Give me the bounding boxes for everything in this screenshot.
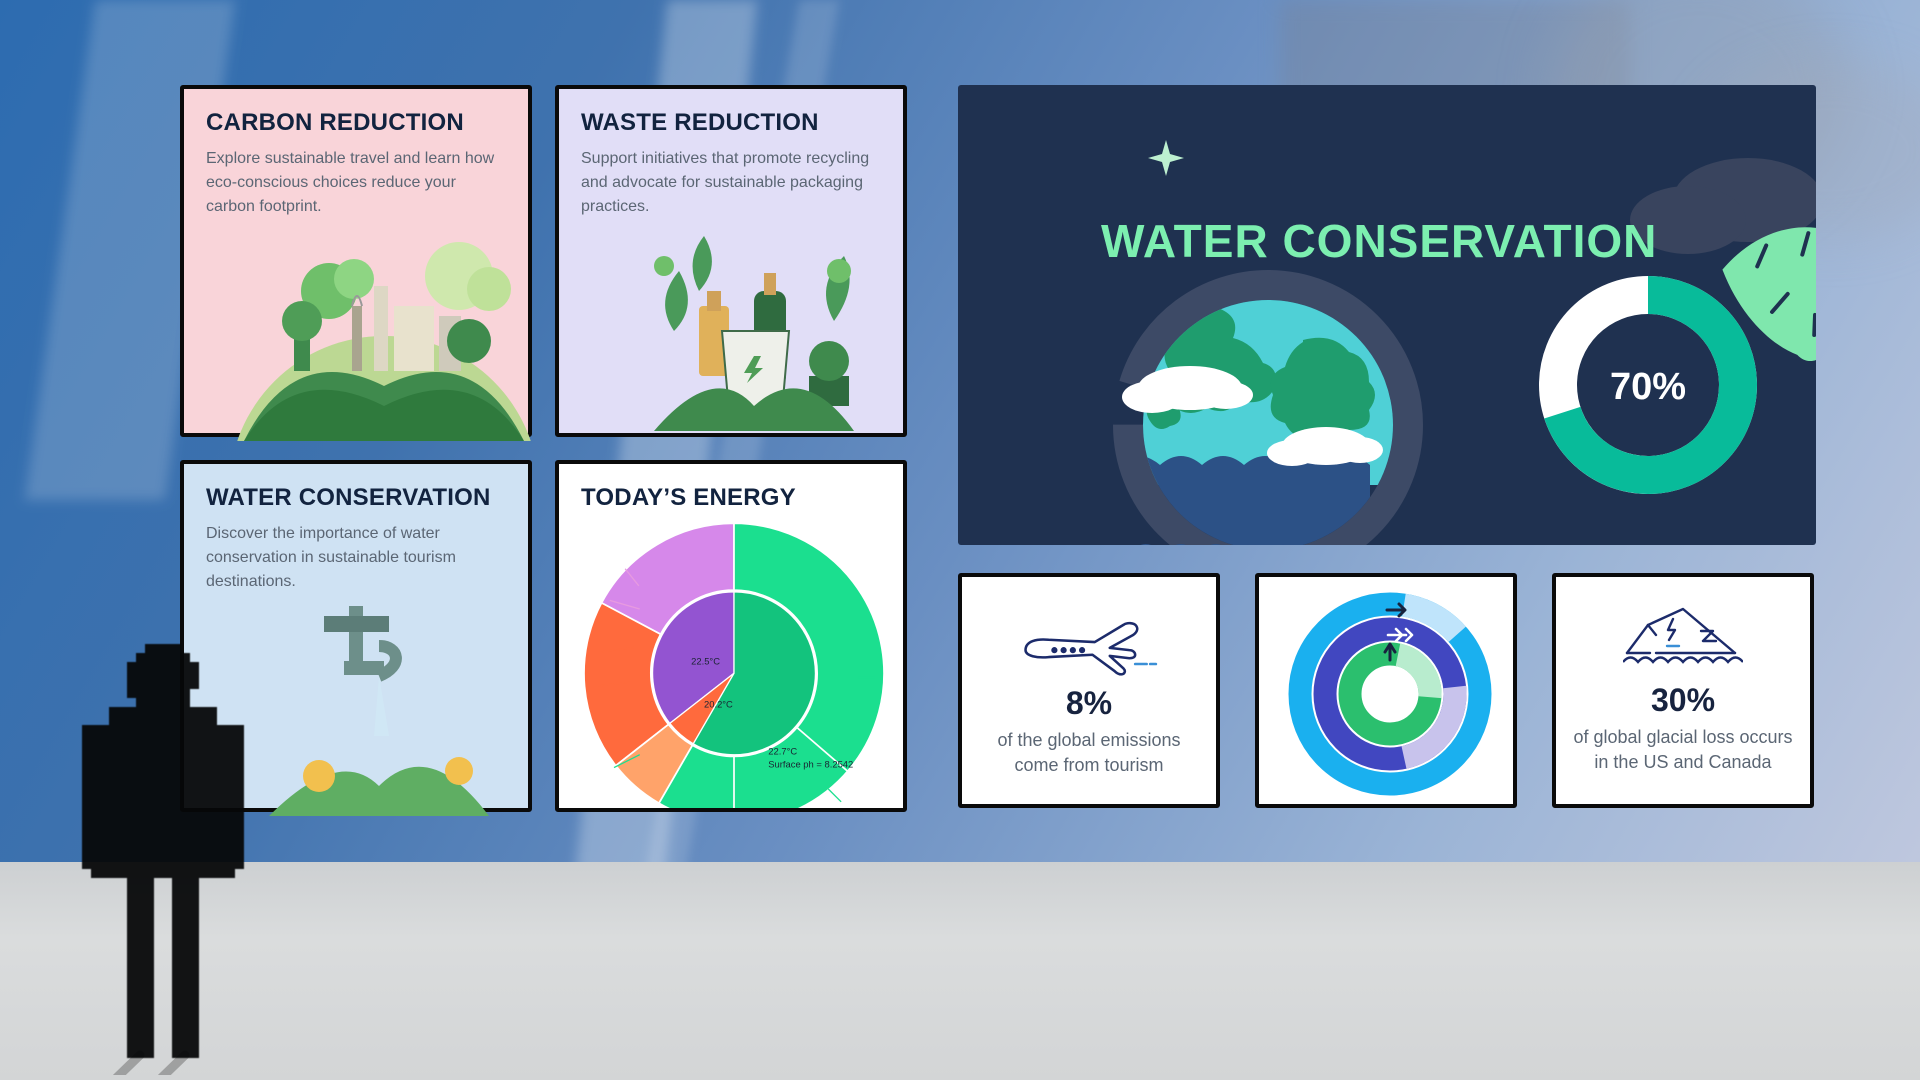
svg-text:70%: 70% bbox=[1610, 366, 1686, 408]
svg-text:20.2°C: 20.2°C bbox=[704, 699, 733, 710]
svg-text:22.7°C: 22.7°C bbox=[768, 746, 797, 757]
svg-text:22.5°C: 22.5°C bbox=[691, 656, 720, 667]
svg-text:Surface ph = 8.2542: Surface ph = 8.2542 bbox=[768, 759, 853, 770]
svg-text:WATER CONSERVATION: WATER CONSERVATION bbox=[1101, 215, 1657, 267]
